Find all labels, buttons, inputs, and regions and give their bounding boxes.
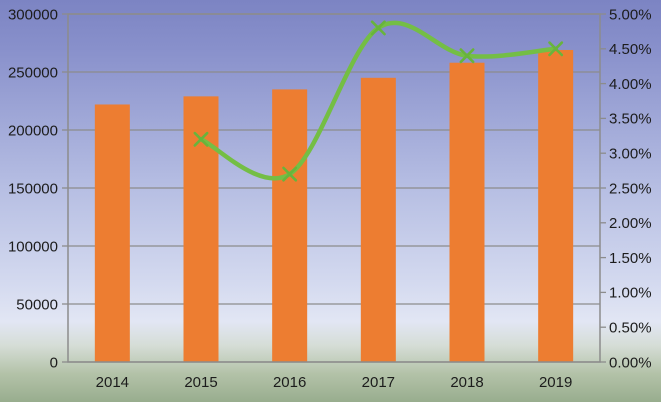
bar-2016 bbox=[272, 89, 308, 363]
bars bbox=[94, 49, 574, 363]
right-axis-label: 1.50% bbox=[609, 250, 652, 267]
right-axis-label: 0.00% bbox=[609, 354, 652, 371]
bar-2017 bbox=[360, 77, 396, 363]
line-marker-2015 bbox=[193, 131, 209, 147]
x-axis-label-2018: 2018 bbox=[450, 374, 483, 391]
right-axis-label: 3.50% bbox=[609, 111, 652, 128]
marker-stroke bbox=[370, 20, 386, 36]
x-axis-label-2019: 2019 bbox=[539, 374, 572, 391]
right-axis-label: 2.00% bbox=[609, 215, 652, 232]
left-axis-label: 0 bbox=[50, 354, 58, 371]
marker-stroke bbox=[459, 48, 475, 64]
line-marker-2018 bbox=[459, 48, 475, 64]
left-axis-label: 300000 bbox=[8, 6, 58, 23]
x-axis-label-2015: 2015 bbox=[184, 374, 217, 391]
marker-stroke bbox=[193, 131, 209, 147]
left-axis-label: 250000 bbox=[8, 64, 58, 81]
right-axis-label: 1.00% bbox=[609, 285, 652, 302]
marker-stroke bbox=[548, 41, 564, 57]
right-axis-label: 0.50% bbox=[609, 319, 652, 336]
line-marker-2019 bbox=[548, 41, 564, 57]
right-axis-label: 4.50% bbox=[609, 41, 652, 58]
x-axis-label-2016: 2016 bbox=[273, 374, 306, 391]
line-marker-2017 bbox=[370, 20, 386, 36]
right-axis-label: 5.00% bbox=[609, 6, 652, 23]
x-axis: 2014 2015 2016 2017 2018 2019 bbox=[96, 374, 573, 391]
x-axis-label-2017: 2017 bbox=[362, 374, 395, 391]
right-axis: 0.00% 0.50% 1.00% 1.50% 2.00% 2.50% 3.00% 3.50%… bbox=[600, 6, 652, 371]
bar-2015 bbox=[183, 96, 219, 363]
left-axis-label: 200000 bbox=[8, 122, 58, 139]
left-axis-label: 50000 bbox=[16, 296, 58, 313]
right-axis-label: 4.00% bbox=[609, 76, 652, 93]
left-axis-label: 100000 bbox=[8, 238, 58, 255]
right-axis-label: 3.00% bbox=[609, 145, 652, 162]
line-markers bbox=[193, 20, 564, 182]
bar-2018 bbox=[449, 62, 485, 362]
bar-2019 bbox=[538, 49, 574, 363]
marker-stroke bbox=[282, 166, 298, 182]
x-axis-label-2014: 2014 bbox=[96, 374, 129, 391]
line-marker-2016 bbox=[282, 166, 298, 182]
left-axis: 0 50000 100000 150000 200000 250000 300000 bbox=[8, 6, 68, 371]
left-axis-label: 150000 bbox=[8, 180, 58, 197]
right-axis-label: 2.50% bbox=[609, 180, 652, 197]
bar-2014 bbox=[94, 104, 130, 362]
